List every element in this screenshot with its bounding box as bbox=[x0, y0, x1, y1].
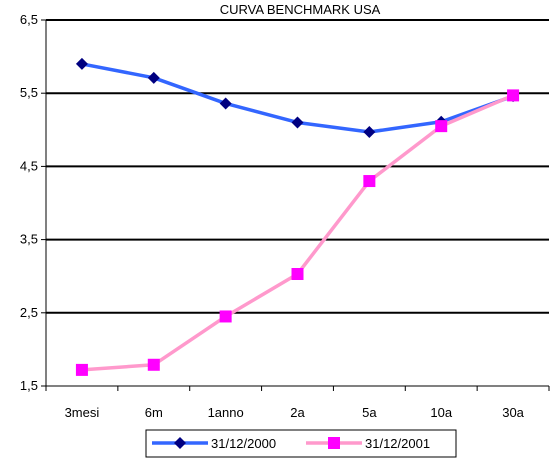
data-point bbox=[219, 97, 232, 110]
x-tick-label: 30a bbox=[502, 405, 524, 420]
data-point bbox=[291, 116, 304, 129]
x-tick-label: 6m bbox=[145, 405, 163, 420]
legend-label: 31/12/2000 bbox=[211, 436, 276, 451]
x-tick-label: 10a bbox=[430, 405, 452, 420]
axes bbox=[41, 19, 550, 391]
x-tick-label: 3mesi bbox=[65, 405, 100, 420]
data-point bbox=[363, 125, 376, 138]
data-point bbox=[75, 57, 88, 70]
data-point bbox=[291, 268, 304, 281]
y-tick-label: 4,5 bbox=[20, 158, 38, 173]
series-2 bbox=[75, 89, 520, 376]
y-tick-label: 3,5 bbox=[20, 232, 38, 247]
series-line bbox=[81, 93, 514, 372]
legend-label: 31/12/2001 bbox=[365, 436, 430, 451]
data-point bbox=[507, 89, 520, 102]
x-tick-labels: 3mesi 6m 1anno 2a 5a 10a 30a bbox=[65, 405, 525, 420]
legend-marker bbox=[174, 437, 186, 449]
series-1 bbox=[75, 57, 520, 138]
y-tick-label: 5,5 bbox=[20, 85, 38, 100]
y-tick-label: 1,5 bbox=[20, 378, 38, 393]
x-tick-label: 5a bbox=[362, 405, 377, 420]
data-point bbox=[435, 120, 448, 133]
x-tick-label: 2a bbox=[290, 405, 305, 420]
legend: 31/12/2000 31/12/2001 bbox=[145, 429, 457, 458]
chart-title: CURVA BENCHMARK USA bbox=[220, 2, 381, 17]
y-tick-labels: 1,5 2,5 3,5 4,5 5,5 6,5 bbox=[20, 12, 38, 393]
data-point bbox=[363, 175, 376, 188]
legend-marker bbox=[328, 437, 340, 449]
data-point bbox=[147, 71, 160, 84]
gridlines bbox=[46, 19, 549, 314]
series-group bbox=[75, 57, 520, 376]
data-point bbox=[219, 310, 232, 323]
x-tick-label: 1anno bbox=[208, 405, 244, 420]
data-point bbox=[75, 363, 88, 376]
data-point bbox=[147, 358, 160, 371]
y-tick-label: 2,5 bbox=[20, 305, 38, 320]
y-tick-label: 6,5 bbox=[20, 12, 38, 27]
